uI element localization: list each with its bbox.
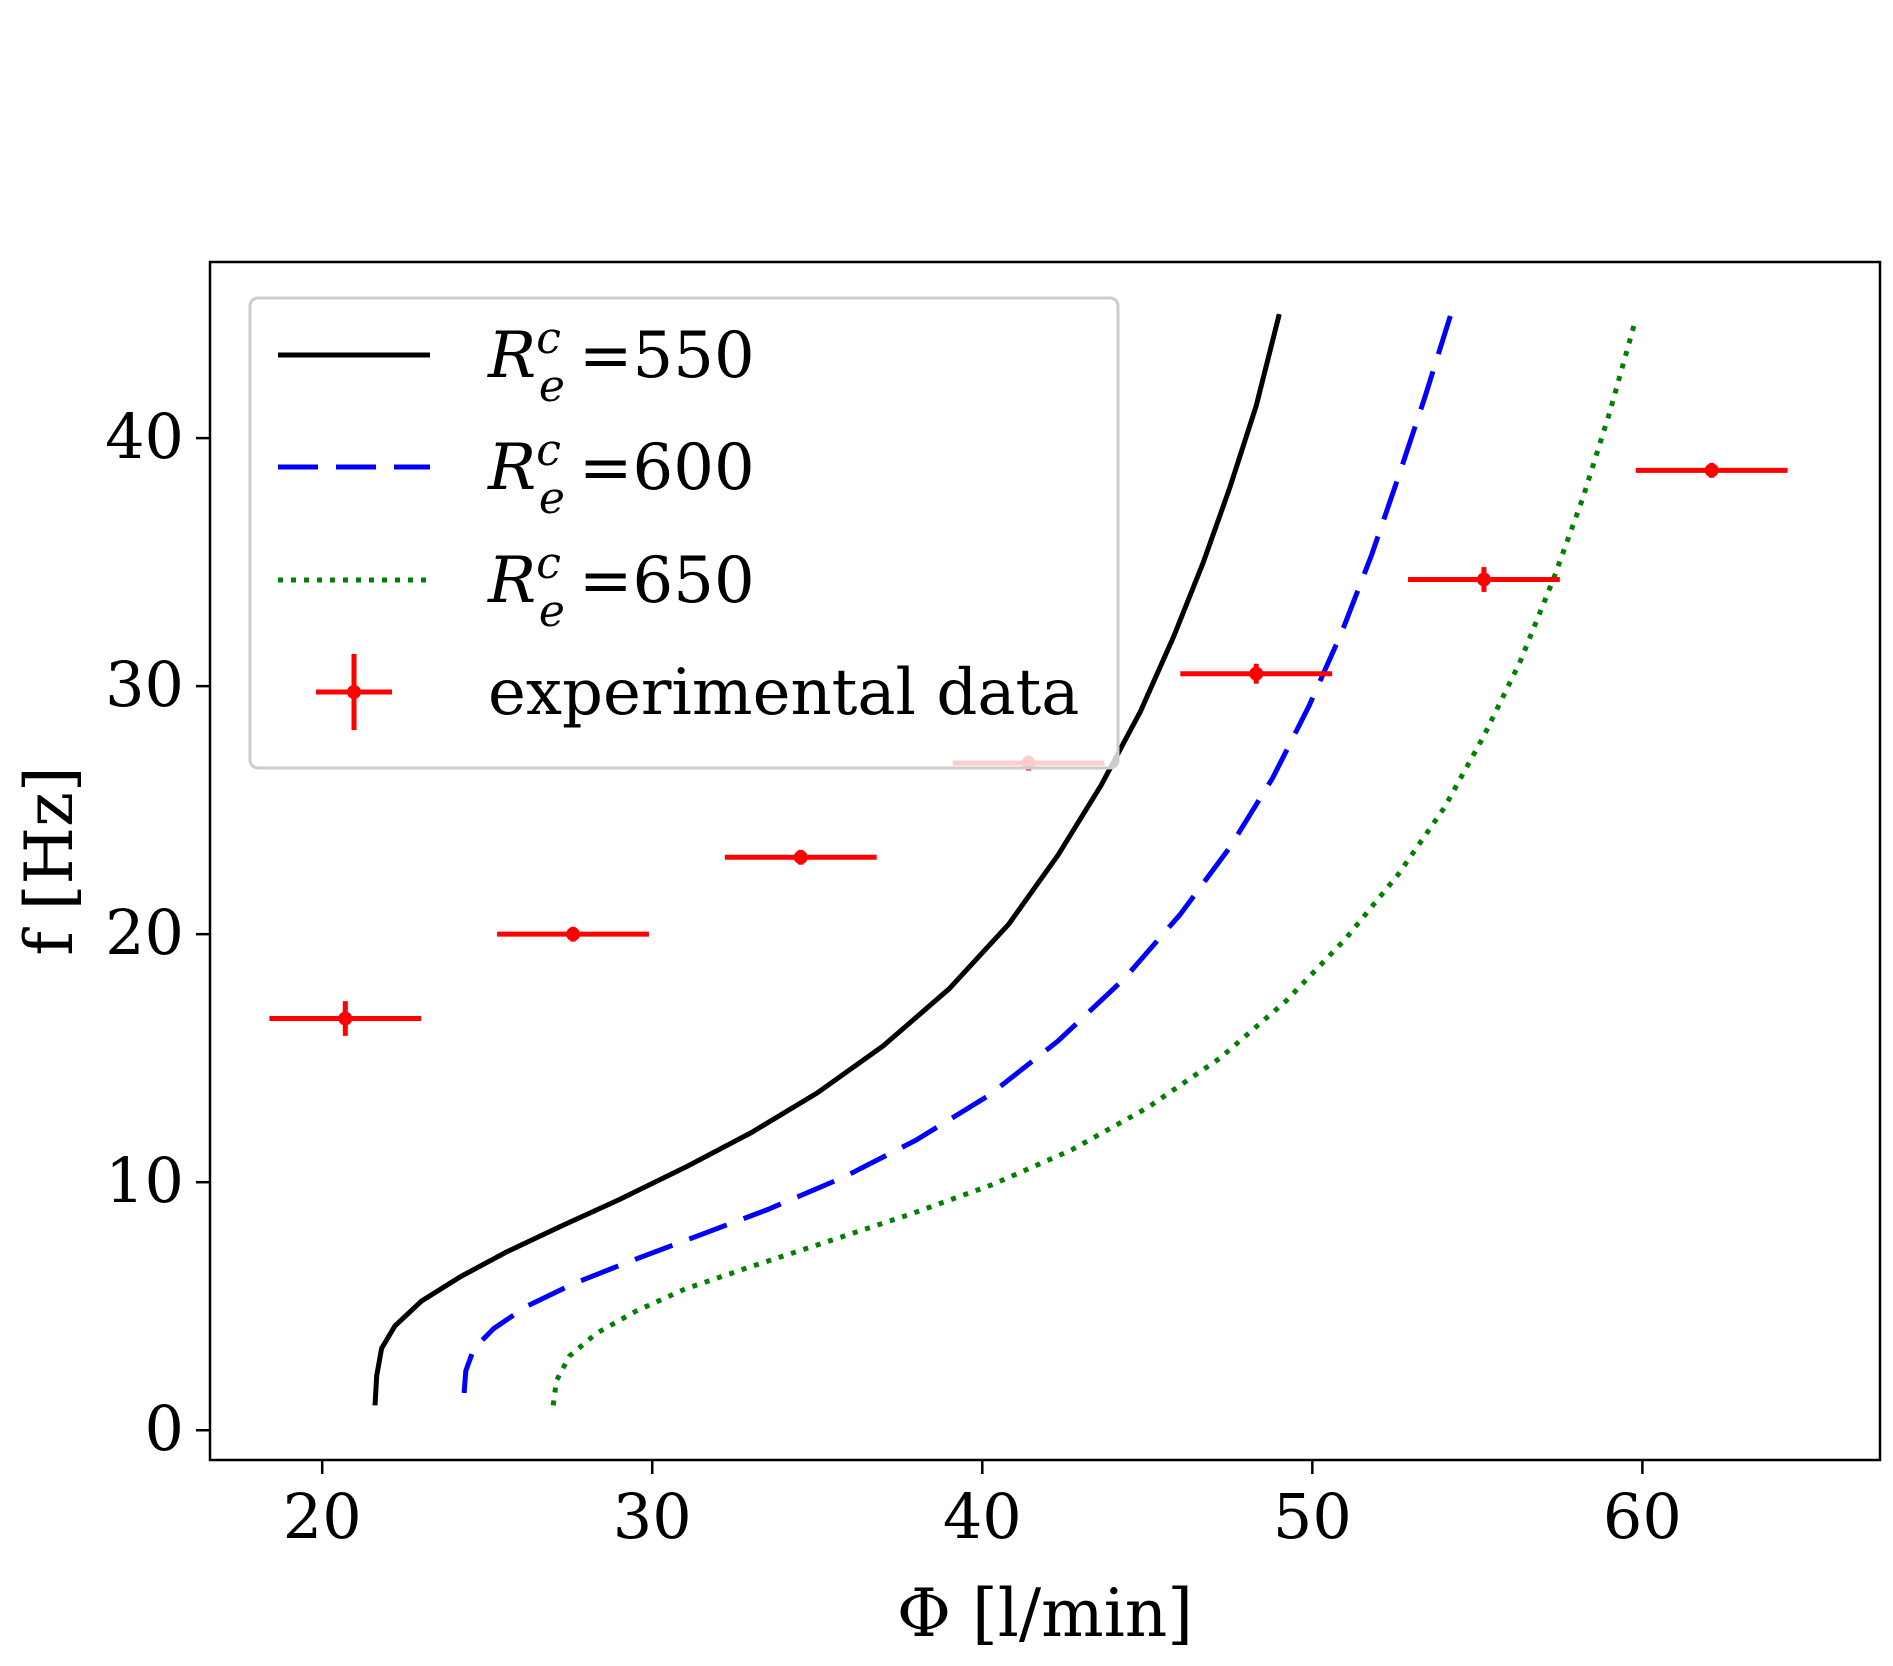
experimental-point [1180,663,1333,684]
y-tick-label: 0 [145,1392,184,1465]
legend-label-1: Rc e =550 [487,313,755,412]
series-line-3 [550,318,1639,1406]
y-tick-label: 10 [105,1144,184,1217]
x-tick-label: 40 [943,1480,1022,1553]
x-tick-label: 50 [1273,1480,1352,1553]
experimental-point [724,849,877,865]
series-line-1 [372,313,1282,1406]
experimental-point [1408,567,1560,592]
legend: Rc e =550 Rc e =600 Rc e =650 experimental data [248,296,1120,770]
legend-label-3: Rc e =650 [487,538,755,637]
legend-label-experimental: experimental data [488,656,1079,730]
legend-swatch-exp-dot [347,685,361,699]
x-tick-label: 30 [613,1480,692,1553]
experimental-point [1635,462,1788,478]
experimental-point [497,926,649,942]
data-point-marker [338,1011,353,1026]
x-axis-label: Φ [l/min] [897,1575,1193,1652]
legend-box [248,296,1120,770]
x-tick-label: 60 [1603,1480,1682,1553]
y-tick-label: 40 [105,400,184,473]
plot-frame [208,260,1882,1462]
data-point-marker [1249,666,1264,681]
data-point-marker [1476,572,1491,587]
experimental-point [269,1001,422,1036]
x-tick-label: 20 [283,1480,362,1553]
legend-label-2: Rc e =600 [487,425,755,524]
data-point-marker [793,850,808,865]
y-tick-label: 20 [105,896,184,969]
y-axis-label: f [Hz] [11,766,88,955]
y-tick-label: 30 [105,648,184,721]
data-point-marker [1704,463,1719,478]
data-point-marker [566,927,581,942]
axes: 20 30 40 50 60 0 10 20 30 40 Φ [l/min] f [Hz] [11,260,1882,1652]
series-line-2 [461,313,1454,1394]
